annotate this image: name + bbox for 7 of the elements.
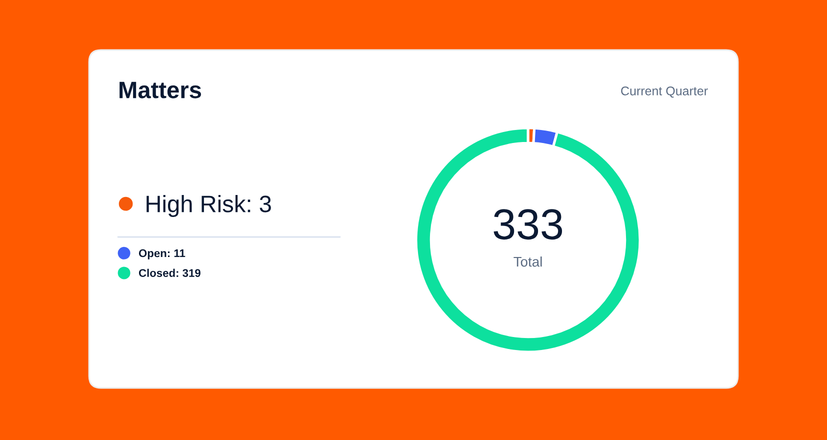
legend-label: Open: 11 [138, 249, 186, 260]
text: Current Quarter [621, 86, 708, 98]
text: 333 [494, 209, 562, 240]
text: Total [514, 256, 542, 267]
legend-label: High Risk: 3 [146, 194, 271, 218]
legend-label: Closed: 319 [138, 268, 200, 277]
chart-title: Matters [120, 82, 202, 98]
